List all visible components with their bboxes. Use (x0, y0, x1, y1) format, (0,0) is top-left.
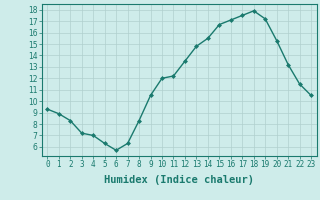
X-axis label: Humidex (Indice chaleur): Humidex (Indice chaleur) (104, 175, 254, 185)
